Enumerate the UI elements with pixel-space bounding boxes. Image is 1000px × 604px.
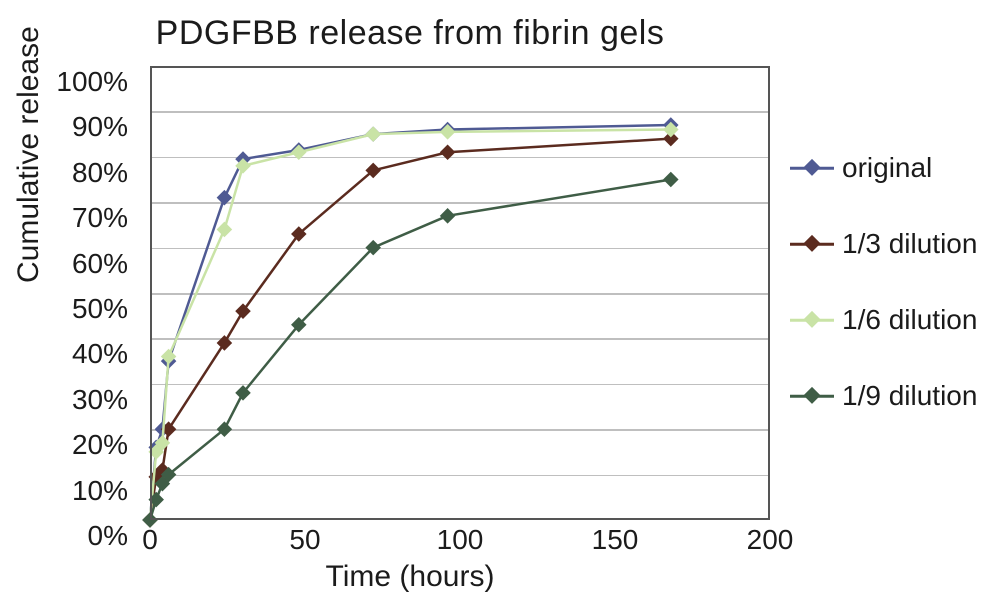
series-marker	[217, 335, 233, 351]
legend-item: original	[790, 130, 990, 206]
series-marker	[440, 124, 456, 140]
legend-item: 1/3 dilution	[790, 206, 990, 282]
legend-swatch	[790, 384, 834, 408]
x-axis-label: Time (hours)	[0, 560, 820, 594]
legend-swatch	[790, 232, 834, 256]
series-marker	[440, 208, 456, 224]
legend-swatch	[790, 308, 834, 332]
legend-swatch	[790, 156, 834, 180]
series-marker	[217, 190, 233, 206]
series-marker	[440, 144, 456, 160]
x-tick: 100	[437, 524, 484, 556]
legend-label: 1/3 dilution	[842, 228, 977, 260]
legend-label: 1/6 dilution	[842, 304, 977, 336]
series-marker	[291, 144, 307, 160]
x-tick: 150	[592, 524, 639, 556]
series-marker	[217, 222, 233, 238]
chart-root: { "chart": { "type": "line", "title": "P…	[0, 0, 1000, 604]
legend-label: 1/9 dilution	[842, 380, 977, 412]
x-tick: 200	[747, 524, 794, 556]
x-tick: 0	[142, 524, 158, 556]
legend-label: original	[842, 152, 932, 184]
y-axis-label: Cumulative release	[12, 26, 46, 283]
legend-item: 1/9 dilution	[790, 358, 990, 434]
legend-item: 1/6 dilution	[790, 282, 990, 358]
plot-area	[150, 66, 770, 520]
chart-title: PDGFBB release from fibrin gels	[0, 14, 820, 53]
series-marker	[365, 126, 381, 142]
legend: original 1/3 dilution 1/6 dilution 1/9 dilu…	[790, 130, 990, 434]
series-marker	[663, 172, 679, 188]
series-line	[150, 125, 671, 520]
series-layer	[150, 66, 770, 520]
x-tick: 50	[289, 524, 320, 556]
